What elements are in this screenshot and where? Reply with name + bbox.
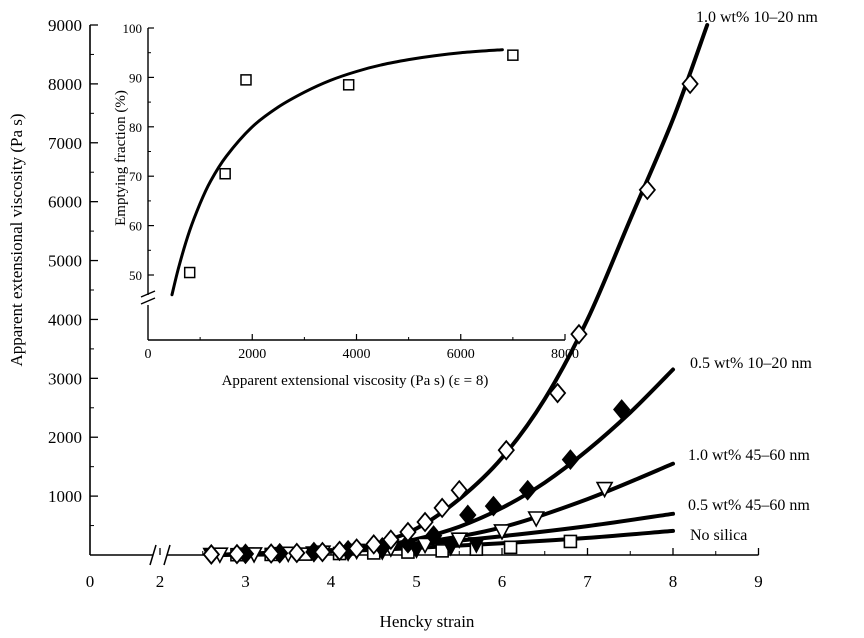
inset-y-tick-label: 50 <box>129 268 142 283</box>
inset-data-point <box>240 74 252 86</box>
inset-y-break-mark <box>140 297 156 305</box>
inset-y-axis-label: Emptying fraction (%) <box>113 90 129 226</box>
main-plot: 0 2 3 4 5 6 7 8 91000200030004000500060007000800… <box>48 9 818 591</box>
inset-fit-curve <box>170 48 504 297</box>
x-tick-label: 0 <box>86 572 95 591</box>
data-point-1-0-wt-45-60-nm <box>450 532 469 549</box>
data-point-1-0-wt-10-20-nm <box>313 541 332 563</box>
inset-data-point <box>507 49 519 61</box>
data-point-1-0-wt-10-20-nm <box>399 521 417 543</box>
series-label-0-5-wt-10-20-nm: 0.5 wt% 10–20 nm <box>690 355 812 372</box>
data-point-0-5-wt-45-60-nm <box>467 537 486 554</box>
inset-x-tick-label: 0 <box>145 347 152 362</box>
data-point-1-0-wt-10-20-nm <box>228 543 246 565</box>
data-point-1-0-wt-10-20-nm <box>681 73 699 95</box>
data-point-0-5-wt-10-20-nm <box>613 399 631 420</box>
data-point-no-silica <box>563 534 578 549</box>
data-point-1-0-wt-10-20-nm <box>570 323 588 345</box>
data-point-1-0-wt-10-20-nm <box>638 179 657 201</box>
data-point-1-0-wt-45-60-nm <box>416 537 434 555</box>
y-tick-label: 3000 <box>48 369 82 388</box>
main-x-axis-label: Hencky strain <box>380 612 475 631</box>
data-point-0-5-wt-10-20-nm <box>424 525 443 546</box>
x-tick-label: 5 <box>412 572 421 591</box>
x-tick-label: 2 <box>156 572 165 591</box>
y-tick-label: 1000 <box>48 487 82 506</box>
data-point-1-0-wt-10-20-nm <box>382 529 400 551</box>
main-y-axis-label: Apparent extensional viscosity (Pa s) <box>7 113 26 366</box>
y-tick-label: 8000 <box>48 75 82 94</box>
y-tick-label: 5000 <box>48 252 82 271</box>
inset-y-tick-label: 60 <box>129 219 142 234</box>
data-point-1-0-wt-10-20-nm <box>497 439 515 461</box>
inset-y-break-mark <box>140 290 156 298</box>
y-tick-label: 7000 <box>48 134 82 153</box>
data-point-1-0-wt-10-20-nm <box>347 538 366 559</box>
data-point-0-5-wt-10-20-nm <box>399 532 417 554</box>
data-point-1-0-wt-10-20-nm <box>202 544 220 565</box>
inset-data-point <box>183 266 196 279</box>
data-point-0-5-wt-10-20-nm <box>459 504 477 526</box>
data-point-0-5-wt-45-60-nm <box>441 540 460 557</box>
data-point-1-0-wt-10-20-nm <box>365 533 383 555</box>
data-point-1-0-wt-10-20-nm <box>330 540 349 562</box>
inset-y-tick-label: 70 <box>129 169 142 184</box>
inset-y-tick-label: 100 <box>123 21 143 36</box>
data-point-0-5-wt-10-20-nm <box>561 449 580 471</box>
inset-x-tick-label: 4000 <box>343 347 371 362</box>
data-point-0-5-wt-10-20-nm <box>484 495 503 517</box>
fit-curve-0-5-wt-10-20-nm <box>209 367 675 557</box>
y-tick-label: 9000 <box>48 16 82 35</box>
series-label-no-silica: No silica <box>690 527 747 544</box>
x-tick-label: 3 <box>241 572 250 591</box>
y-tick-label: 6000 <box>48 193 82 212</box>
data-point-1-0-wt-10-20-nm <box>548 382 567 404</box>
data-point-1-0-wt-45-60-nm <box>493 524 511 541</box>
data-point-0-5-wt-10-20-nm <box>518 479 537 501</box>
x-axis-break-mark <box>163 544 171 566</box>
data-point-1-0-wt-10-20-nm <box>262 543 280 564</box>
inset-data-point <box>219 167 231 180</box>
x-tick-label: 7 <box>583 572 592 591</box>
data-point-1-0-wt-45-60-nm <box>527 511 546 528</box>
x-axis-break-mark <box>149 544 157 566</box>
y-tick-label: 4000 <box>48 310 82 329</box>
data-point-1-0-wt-10-20-nm <box>288 542 306 564</box>
series-label-0-5-wt-45-60-nm: 0.5 wt% 45–60 nm <box>688 497 810 514</box>
x-tick-label: 6 <box>498 572 507 591</box>
inset-y-tick-label: 80 <box>129 120 142 135</box>
y-tick-label: 2000 <box>48 428 82 447</box>
inset-plot: 0 2000 4000 6000 8000 50 60 70 80 90 100 <box>123 21 580 362</box>
data-point-1-0-wt-10-20-nm <box>450 479 468 501</box>
inset-y-tick-label: 90 <box>129 70 142 85</box>
inset-data-point <box>342 79 355 91</box>
x-tick-label: 8 <box>669 572 678 591</box>
inset-background <box>148 23 565 340</box>
x-tick-label: 4 <box>327 572 336 591</box>
inset-x-tick-label: 8000 <box>551 347 579 362</box>
data-point-1-0-wt-45-60-nm <box>595 481 614 499</box>
data-point-1-0-wt-10-20-nm <box>416 511 434 533</box>
inset-x-tick-label: 6000 <box>447 347 475 362</box>
data-point-1-0-wt-10-20-nm <box>433 497 451 519</box>
series-label-1-0-wt-10-20-nm: 1.0 wt% 10–20 nm <box>696 9 818 26</box>
inset-x-axis-label: Apparent extensional viscosity (Pa s) (ε… <box>222 373 489 389</box>
inset-x-tick-label: 2000 <box>238 347 266 362</box>
series-label-1-0-wt-45-60-nm: 1.0 wt% 45–60 nm <box>688 447 810 464</box>
x-tick-label: 9 <box>754 572 763 591</box>
data-point-no-silica <box>503 540 518 555</box>
